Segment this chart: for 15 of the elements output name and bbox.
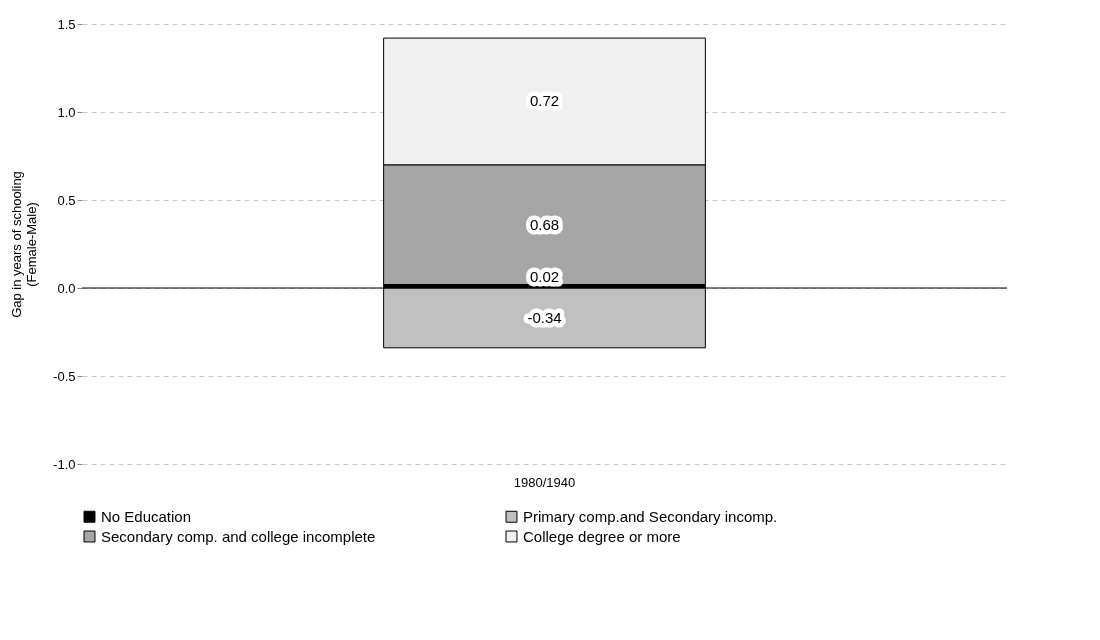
y-tick-label: 0.5	[57, 192, 76, 208]
y-tick-label: 1.0	[57, 104, 76, 120]
legend-label: College degree or more	[523, 527, 681, 545]
legend-label: Secondary comp. and college incomplete	[101, 527, 376, 545]
data-label: 0.72	[529, 92, 560, 110]
legend-label: No Education	[101, 507, 192, 525]
x-tick-label: 1980/1940	[513, 474, 576, 490]
y-tick-label: 1.5	[57, 16, 76, 32]
y-axis-title: Gap in years of schooling (Female-Male)	[9, 171, 40, 318]
y-tick-label: 0.0	[57, 280, 76, 296]
y-tick-label: -1.0	[53, 456, 76, 472]
data-label: 0.02	[529, 268, 560, 286]
legend-label: Primary comp.and Secondary incomp.	[523, 507, 778, 525]
data-label: -0.34	[527, 308, 562, 326]
y-tick-label: -0.5	[53, 368, 76, 384]
